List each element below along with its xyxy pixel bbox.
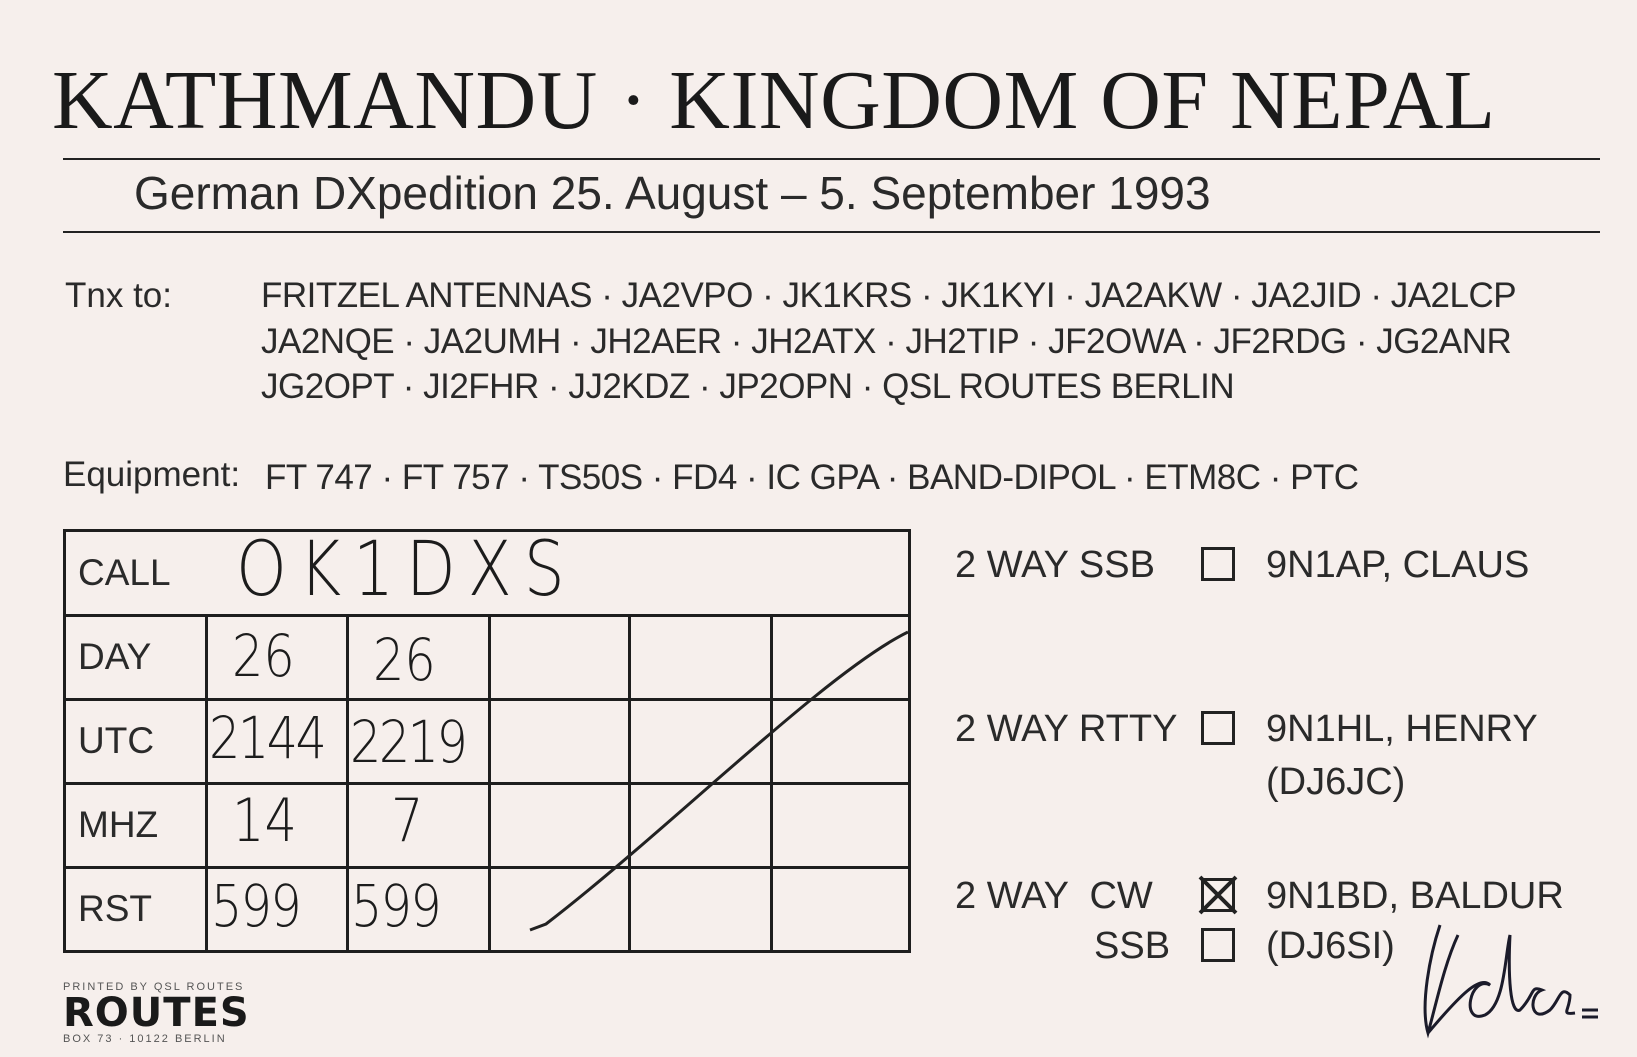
mhz-value-2: 7 xyxy=(391,786,424,856)
checkbox-ssb2[interactable] xyxy=(1201,928,1235,962)
signature xyxy=(1423,924,1598,1039)
card-subtitle: German DXpedition 25. August – 5. Septem… xyxy=(134,167,1211,219)
mhz-label: MHZ xyxy=(78,804,159,845)
checkbox-cw[interactable] xyxy=(1198,875,1238,915)
cross-mark-icon xyxy=(1198,875,1238,915)
call-label: CALL xyxy=(78,552,171,593)
divider xyxy=(63,231,1600,233)
thanks-line: FRITZEL ANTENNAS · JA2VPO · JK1KRS · JK1… xyxy=(261,276,1517,315)
card-title: KATHMANDU · KINGDOM OF NEPAL xyxy=(52,54,1496,147)
grid-line xyxy=(66,698,908,701)
printer-line1: PRINTED BY QSL ROUTES xyxy=(63,981,245,993)
printer-brand: ROUTES xyxy=(63,990,250,1036)
equipment-value: FT 747 · FT 757 · TS50S · FD4 · IC GPA ·… xyxy=(265,458,1359,497)
grid-line xyxy=(346,614,349,950)
grid-line xyxy=(66,866,908,869)
checkbox-ssb[interactable] xyxy=(1201,547,1235,581)
thanks-line: JG2OPT · JI2FHR · JJ2KDZ · JP2OPN · QSL … xyxy=(261,367,1235,406)
operator-ssb: 9N1AP, CLAUS xyxy=(1266,544,1530,586)
grid-line xyxy=(66,614,908,617)
operator-rtty: 9N1HL, HENRY xyxy=(1266,708,1538,750)
mode-label-rtty: 2 WAY RTTY xyxy=(955,708,1178,750)
day-value-2: 26 xyxy=(373,626,436,694)
operator-rtty-call: (DJ6JC) xyxy=(1266,761,1406,803)
call-value: OK1DXS xyxy=(236,524,577,613)
mode-label-ssb: 2 WAY SSB xyxy=(955,544,1155,586)
grid-line xyxy=(66,782,908,785)
day-value-1: 26 xyxy=(232,622,295,690)
mode-label-ssb2: SSB xyxy=(1094,925,1171,967)
checkbox-rtty[interactable] xyxy=(1201,711,1235,745)
divider xyxy=(63,158,1600,160)
thanks-line: JA2NQE · JA2UMH · JH2AER · JH2ATX · JH2T… xyxy=(261,322,1512,361)
operator-ssb2: (DJ6SI) xyxy=(1266,925,1395,967)
printer-line2: BOX 73 · 10122 BERLIN xyxy=(63,1033,227,1045)
mhz-value-1: 14 xyxy=(232,786,297,856)
grid-line xyxy=(770,614,773,950)
printer-logo: PRINTED BY QSL ROUTES ROUTES BOX 73 · 10… xyxy=(63,981,263,1045)
rst-label: RST xyxy=(78,888,152,929)
equipment-label: Equipment: xyxy=(63,455,241,494)
rst-value-2: 599 xyxy=(351,872,442,940)
rst-value-1: 599 xyxy=(211,872,302,940)
thanks-label: Tnx to: xyxy=(65,276,172,315)
grid-line xyxy=(488,614,491,950)
qso-log-table: CALL OK1DXS DAY 26 26 UTC 2144 2219 MHZ … xyxy=(63,524,911,953)
strike-through-line xyxy=(529,630,909,932)
utc-label: UTC xyxy=(78,720,155,761)
mode-label-cw: 2 WAY CW xyxy=(955,875,1153,917)
grid-line xyxy=(628,614,631,950)
day-label: DAY xyxy=(78,636,152,677)
utc-value-1: 2144 xyxy=(209,704,327,772)
operator-cw: 9N1BD, BALDUR xyxy=(1266,875,1564,917)
grid-line xyxy=(205,614,208,950)
utc-value-2: 2219 xyxy=(350,708,468,776)
